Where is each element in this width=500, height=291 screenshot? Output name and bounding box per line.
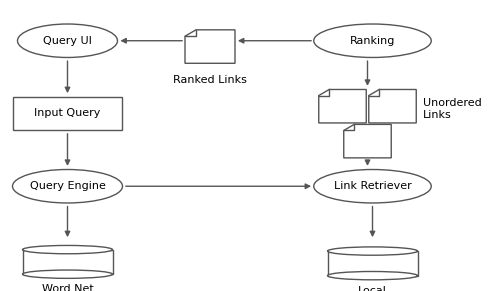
Bar <box>12 97 122 130</box>
Text: Ranked Links: Ranked Links <box>173 75 247 85</box>
Text: Local
Database: Local Database <box>346 286 399 291</box>
Text: Query UI: Query UI <box>43 36 92 46</box>
Ellipse shape <box>22 245 112 254</box>
Text: Word Net
Database: Word Net Database <box>41 284 94 291</box>
Text: Unordered
Links: Unordered Links <box>422 98 481 120</box>
Polygon shape <box>319 90 366 123</box>
Polygon shape <box>369 90 416 123</box>
Text: Ranking: Ranking <box>350 36 395 46</box>
Text: Query Engine: Query Engine <box>30 181 106 191</box>
Ellipse shape <box>328 272 418 280</box>
Bar <box>22 250 112 274</box>
Text: Input Query: Input Query <box>34 109 100 118</box>
Bar <box>328 251 418 276</box>
Ellipse shape <box>328 247 418 255</box>
Polygon shape <box>344 125 391 158</box>
Ellipse shape <box>22 270 112 278</box>
Polygon shape <box>185 30 235 63</box>
Text: Link Retriever: Link Retriever <box>334 181 411 191</box>
